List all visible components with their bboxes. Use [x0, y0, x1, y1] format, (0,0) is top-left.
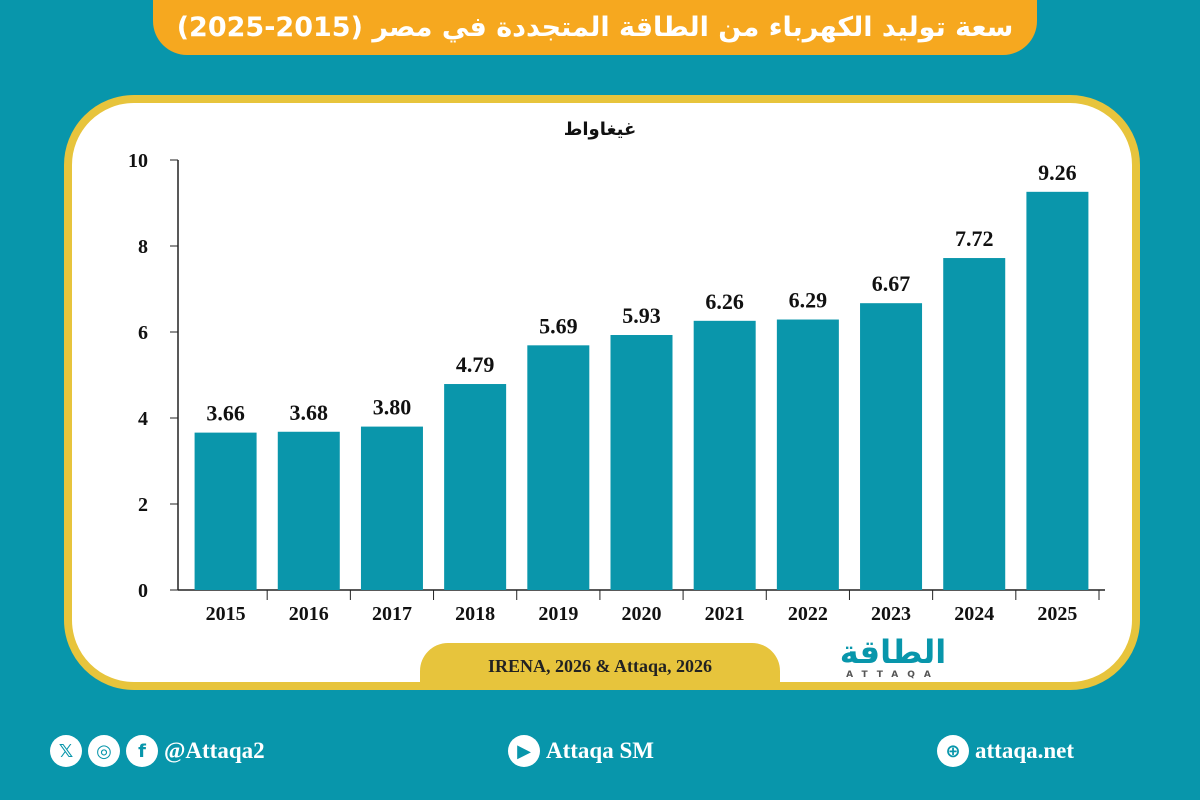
y-tick-label: 6	[138, 322, 148, 344]
instagram-icon[interactable]: ◎	[88, 735, 120, 767]
logo-arabic: الطاقة	[839, 633, 947, 671]
globe-icon: ⊕	[937, 735, 969, 767]
data-label: 7.72	[955, 226, 994, 251]
x-tick-label: 2020	[622, 603, 662, 625]
data-label: 6.67	[872, 271, 911, 296]
x-tick-label: 2025	[1037, 603, 1077, 625]
bar	[860, 303, 923, 590]
x-tick-label: 2018	[455, 603, 495, 625]
youtube-icon: ▶	[508, 735, 540, 767]
youtube-text: Attaqa SM	[546, 738, 654, 763]
x-tick-label: 2022	[788, 603, 828, 625]
x-tick-label: 2023	[871, 603, 911, 625]
source-label: IRENA, 2026 & Attaqa, 2026	[420, 643, 780, 690]
attaqa-logo: الطاقة ATTAQA	[828, 634, 958, 681]
youtube-link[interactable]: ▶ Attaqa SM	[508, 735, 654, 767]
bar	[277, 431, 340, 590]
website-text: attaqa.net	[975, 738, 1075, 763]
y-tick-label: 4	[138, 408, 148, 430]
data-label: 3.68	[290, 400, 329, 425]
y-tick-label: 8	[138, 236, 148, 258]
y-tick-label: 0	[138, 580, 148, 602]
x-tick-label: 2015	[206, 603, 246, 625]
x-tick-label: 2016	[289, 603, 329, 625]
bar	[360, 426, 423, 590]
bar	[776, 319, 839, 590]
bar	[943, 258, 1006, 590]
chart-title: سعة توليد الكهرباء من الطاقة المتجددة في…	[153, 0, 1037, 55]
facebook-icon[interactable]: f	[126, 735, 158, 767]
social-handle-text: @Attaqa2	[164, 738, 265, 763]
y-tick-label: 2	[138, 494, 148, 516]
data-label: 3.80	[373, 395, 412, 420]
website-link[interactable]: ⊕ attaqa.net	[937, 735, 1074, 767]
data-label: 5.69	[539, 313, 578, 338]
x-tick-label: 2021	[705, 603, 745, 625]
data-label: 6.29	[789, 288, 828, 313]
data-label: 6.26	[705, 289, 744, 314]
bar	[693, 320, 756, 590]
x-icon[interactable]: 𝕏	[50, 735, 82, 767]
social-handle[interactable]: 𝕏 ◎ f @Attaqa2	[50, 735, 265, 767]
y-axis-label: غيغاواط	[564, 119, 637, 140]
data-label: 5.93	[622, 303, 661, 328]
bar	[194, 432, 257, 590]
data-label: 4.79	[456, 352, 495, 377]
logo-latin: ATTAQA	[846, 670, 940, 680]
y-tick-label: 10	[128, 150, 148, 172]
x-tick-label: 2017	[372, 603, 412, 625]
x-tick-label: 2019	[538, 603, 578, 625]
bar	[444, 384, 507, 590]
bar	[527, 345, 590, 590]
bar	[610, 335, 673, 590]
data-label: 9.26	[1038, 160, 1077, 185]
bar	[1026, 191, 1089, 590]
data-label: 3.66	[206, 401, 245, 426]
x-tick-label: 2024	[954, 603, 994, 625]
